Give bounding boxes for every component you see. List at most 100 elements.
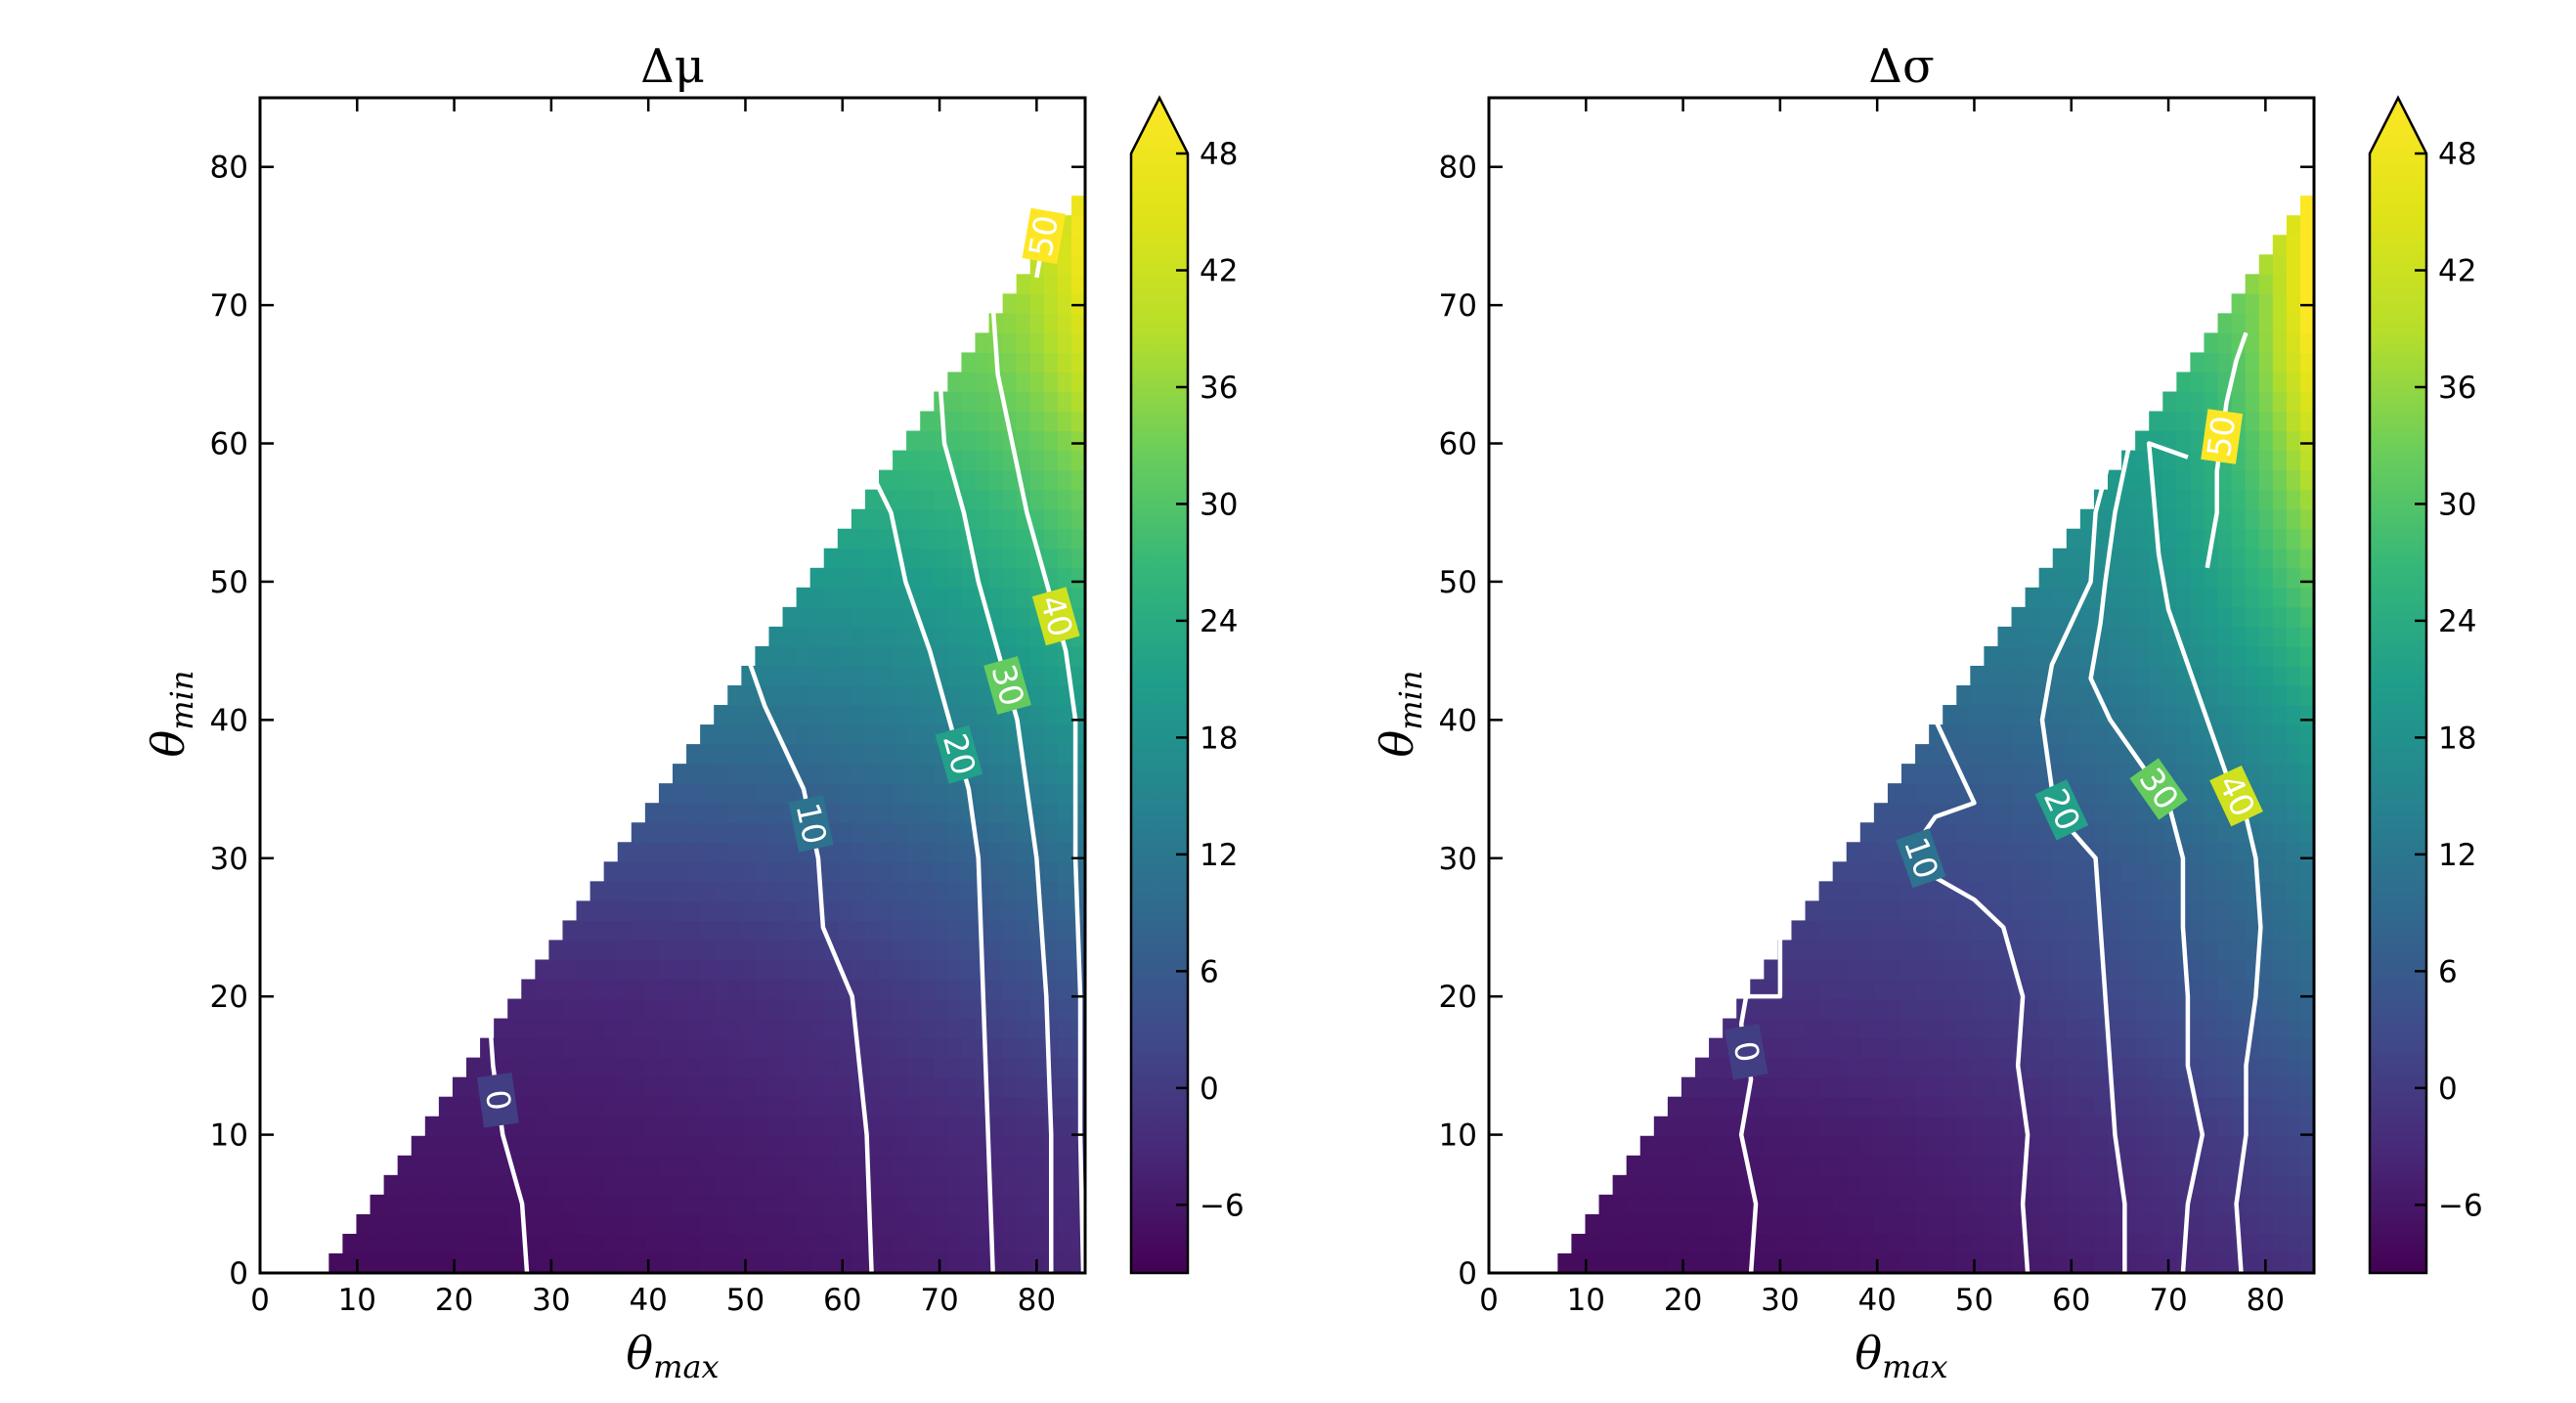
heatmap-cell: [947, 881, 962, 901]
x-tick-label: 70: [920, 1283, 958, 1318]
heatmap-cell: [988, 1037, 1004, 1059]
heatmap-cell: [893, 1252, 907, 1274]
heatmap-cell: [1846, 1194, 1861, 1215]
heatmap-cell: [768, 920, 784, 942]
heatmap-cell: [2299, 508, 2315, 530]
heatmap-cell: [1777, 1096, 1793, 1118]
contour-label-bg: [788, 795, 834, 853]
heatmap-cell: [796, 1076, 811, 1098]
heatmap-cell: [686, 803, 701, 823]
heatmap-cell: [1029, 665, 1045, 686]
heatmap-cell: [589, 920, 605, 942]
heatmap-cell: [947, 1116, 962, 1137]
heatmap-cell: [2204, 1155, 2219, 1176]
heatmap-cell: [823, 724, 839, 745]
heatmap-cell: [1764, 1213, 1778, 1235]
heatmap-cell: [631, 900, 646, 921]
heatmap-cell: [2135, 822, 2150, 843]
heatmap-cell: [809, 1174, 825, 1196]
heatmap-cell: [961, 1018, 977, 1039]
heatmap-cell: [631, 842, 646, 862]
heatmap-cell: [589, 1194, 605, 1215]
heatmap-cell: [2135, 803, 2150, 823]
heatmap-cell: [1029, 705, 1045, 725]
heatmap-cell: [2108, 626, 2122, 647]
heatmap-cell: [947, 803, 962, 823]
heatmap-cell: [548, 1037, 564, 1059]
heatmap-cell: [2258, 293, 2274, 314]
heatmap-cell: [673, 1018, 687, 1039]
heatmap-cell: [631, 1037, 646, 1059]
heatmap-cell: [1846, 842, 1861, 862]
heatmap-cell: [961, 645, 977, 667]
heatmap-cell: [934, 528, 948, 549]
heatmap-cell: [2135, 626, 2150, 647]
heatmap-cell: [823, 645, 839, 667]
heatmap-cell: [2135, 940, 2150, 961]
heatmap-cell: [2245, 587, 2260, 608]
heatmap-cell: [2052, 606, 2068, 628]
heatmap-cell: [2079, 1194, 2095, 1215]
heatmap-cell: [947, 645, 962, 667]
heatmap-cell: [2258, 606, 2274, 628]
heatmap-cell: [644, 1057, 660, 1078]
heatmap-cell: [975, 469, 990, 491]
heatmap-cell: [2149, 665, 2163, 686]
heatmap-cell: [879, 626, 894, 647]
heatmap-cell: [603, 1057, 619, 1078]
heatmap-cell: [893, 705, 907, 725]
heatmap-cell: [2204, 979, 2219, 1000]
heatmap-cell: [2231, 920, 2247, 942]
heatmap-cell: [864, 1116, 880, 1137]
heatmap-cell: [562, 1213, 578, 1235]
heatmap-cell: [370, 1213, 385, 1235]
heatmap-cell: [755, 959, 770, 981]
heatmap-cell: [521, 998, 536, 1020]
heatmap-cell: [589, 1057, 605, 1078]
heatmap-cell: [988, 450, 1004, 471]
heatmap-cell: [864, 900, 880, 921]
heatmap-cell: [768, 1155, 784, 1176]
heatmap-cell: [2190, 489, 2205, 510]
heatmap-cell: [2149, 606, 2163, 628]
heatmap-cell: [673, 1194, 687, 1215]
heatmap-cell: [1818, 959, 1834, 981]
heatmap-cell: [796, 587, 811, 608]
heatmap-cell: [2079, 822, 2095, 843]
heatmap-cell: [1002, 1155, 1018, 1176]
heatmap-cell: [1029, 1213, 1045, 1235]
heatmap-cell: [920, 1076, 935, 1098]
heatmap-cell: [782, 1174, 798, 1196]
heatmap-cell: [837, 1037, 852, 1059]
heatmap-cell: [1002, 1194, 1018, 1215]
heatmap-cell: [837, 645, 852, 667]
heatmap-cell: [961, 450, 977, 471]
heatmap-cell: [837, 1116, 852, 1137]
heatmap-cell: [809, 1057, 825, 1078]
heatmap-cell: [700, 979, 715, 1000]
heatmap-cell: [2190, 783, 2205, 804]
heatmap-cell: [2066, 1194, 2081, 1215]
heatmap-cell: [1057, 430, 1072, 452]
heatmap-cell: [906, 881, 921, 901]
heatmap-cell: [1723, 1135, 1737, 1157]
heatmap-cell: [535, 1174, 549, 1196]
heatmap-cell: [2204, 606, 2219, 628]
heatmap-cell: [2204, 352, 2219, 373]
heatmap-cell: [879, 1174, 894, 1196]
heatmap-cell: [2231, 1116, 2247, 1137]
x-tick-label: 70: [2149, 1283, 2187, 1318]
heatmap-cell: [1695, 1174, 1710, 1196]
contour-label-bg: [1896, 828, 1946, 889]
colorbar-tick-label: 48: [2438, 137, 2476, 172]
heatmap-cell: [603, 1135, 619, 1157]
y-tick-label: 0: [1458, 1256, 1477, 1292]
heatmap-cell: [1832, 1252, 1848, 1274]
heatmap-cell: [1873, 1213, 1889, 1235]
heatmap-cell: [2190, 352, 2205, 373]
heatmap-cell: [1777, 1116, 1793, 1137]
heatmap-cell: [617, 1194, 633, 1215]
heatmap-cell: [864, 842, 880, 862]
heatmap-cell: [631, 1174, 646, 1196]
